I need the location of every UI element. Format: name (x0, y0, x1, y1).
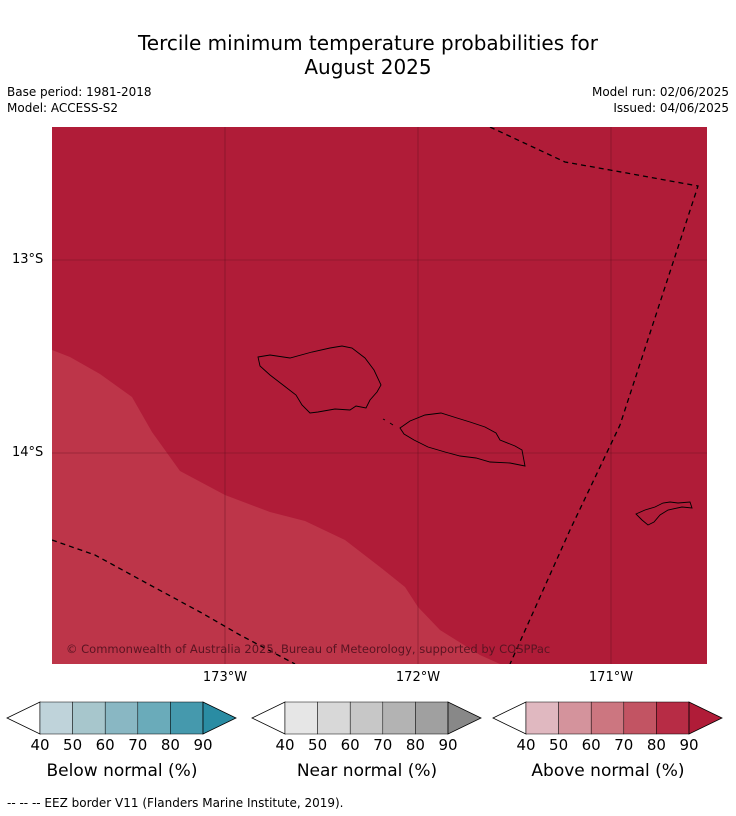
colorbar-label-near: Near normal (%) (296, 761, 438, 781)
title-line-1: Tercile minimum temperature probabilitie… (137, 31, 599, 55)
meta-left: Base period: 1981-2018 Model: ACCESS-S2 (7, 84, 152, 116)
eez-border (52, 127, 699, 664)
lat-label-14s: 14°S (12, 445, 44, 460)
model-run: Model run: 02/06/2025 (591, 85, 729, 99)
colorbar-near-normal (251, 701, 482, 735)
colorbar-segment (415, 701, 449, 735)
model-name: Model: ACCESS-S2 (7, 101, 119, 115)
colorbar-tick-label: 50 (63, 736, 83, 754)
lat-label-13s: 13°S (12, 252, 44, 267)
colorbar-segment (104, 701, 139, 735)
map-canvas: © Commonwealth of Australia 2025, Bureau… (52, 127, 707, 664)
colorbar-tick-label: 60 (340, 736, 360, 754)
tutuila-island (635, 501, 693, 526)
colorbar-segment (525, 701, 559, 735)
colorbar-segment (590, 701, 625, 735)
colorbar-tick-label: 40 (30, 736, 50, 754)
colorbar-extend-high (447, 701, 482, 735)
colorbar-label-above: Above normal (%) (531, 761, 685, 781)
colorbar-tick-label: 70 (128, 736, 148, 754)
colorbar-segment (137, 701, 171, 735)
colorbar-extend-low (6, 701, 41, 735)
colorbar-segment (170, 701, 204, 735)
savaii-island (257, 345, 382, 414)
colorbar-tick-label: 40 (516, 736, 536, 754)
colorbar-segment (558, 701, 592, 735)
colorbar-label-below: Below normal (%) (46, 761, 198, 781)
colorbar-extend-high (688, 701, 723, 735)
graticule (52, 127, 707, 664)
base-period: Base period: 1981-2018 (7, 85, 152, 99)
above-normal-80-region (52, 350, 500, 664)
apolima-manono (382, 418, 394, 426)
title-line-2: August 2025 (304, 55, 432, 79)
colorbar-tick-label: 60 (581, 736, 601, 754)
colorbar-extend-low (251, 701, 286, 735)
map-title: Tercile minimum temperature probabilitie… (0, 31, 736, 79)
colorbar-tick-label: 80 (405, 736, 425, 754)
colorbar-segment (284, 701, 318, 735)
colorbar-tick-label: 50 (549, 736, 569, 754)
meta-right: Model run: 02/06/2025 Issued: 04/06/2025 (592, 84, 729, 116)
issued-date: Issued: 04/06/2025 (613, 101, 729, 115)
colorbar-tick-label: 90 (438, 736, 458, 754)
colorbar-segment (349, 701, 384, 735)
colorbar-segment (317, 701, 351, 735)
colorbar-tick-label: 40 (275, 736, 295, 754)
lon-label-173w: 173°W (202, 670, 248, 685)
colorbar-tick-label: 70 (373, 736, 393, 754)
colorbar-tick-label: 60 (95, 736, 115, 754)
copyright-notice: © Commonwealth of Australia 2025, Bureau… (66, 642, 550, 656)
colorbar-segment (382, 701, 416, 735)
colorbar-segment (39, 701, 73, 735)
colorbar-segment (72, 701, 106, 735)
colorbar-segment (623, 701, 657, 735)
colorbar-tick-label: 80 (160, 736, 180, 754)
lon-label-172w: 172°W (395, 670, 441, 685)
colorbar-extend-high (202, 701, 237, 735)
colorbar-above-normal (492, 701, 723, 735)
colorbar-extend-low (492, 701, 527, 735)
upolu-island (399, 412, 526, 467)
colorbar-segment (656, 701, 690, 735)
lon-label-171w: 171°W (588, 670, 634, 685)
eez-legend-footer: -- -- -- EEZ border V11 (Flanders Marine… (7, 796, 344, 810)
colorbar-tick-label: 50 (308, 736, 328, 754)
colorbar-below-normal (6, 701, 237, 735)
colorbar-tick-label: 70 (614, 736, 634, 754)
colorbar-tick-label: 80 (646, 736, 666, 754)
coastline (257, 345, 693, 526)
colorbar-tick-label: 90 (679, 736, 699, 754)
colorbar-tick-label: 90 (193, 736, 213, 754)
